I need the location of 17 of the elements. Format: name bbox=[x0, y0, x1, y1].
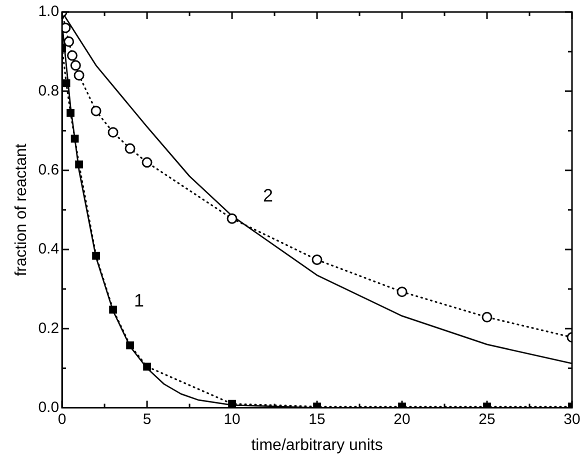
y-tick-label: 0.0 bbox=[38, 398, 60, 416]
x-tick-label: 10 bbox=[224, 410, 240, 428]
y-tick-label: 0.2 bbox=[38, 320, 60, 337]
x-axis-title: time/arbitrary units bbox=[251, 436, 383, 454]
x-tick-label: 5 bbox=[142, 410, 152, 428]
y-tick-label: 0.4 bbox=[38, 240, 60, 258]
y-tick-label: 0.8 bbox=[38, 82, 60, 100]
y-tick-label: 1.0 bbox=[38, 3, 60, 20]
x-tick-label: 25 bbox=[478, 410, 496, 428]
annotation: 2 bbox=[263, 186, 274, 206]
x-tick-label: 30 bbox=[564, 410, 580, 428]
annotation: 1 bbox=[134, 290, 144, 311]
y-tick-label: 0.6 bbox=[38, 161, 60, 178]
x-tick-label: 20 bbox=[394, 410, 410, 428]
x-tick-label: 0 bbox=[58, 410, 66, 428]
x-tick-label: 15 bbox=[308, 410, 326, 428]
y-axis-title: fraction of reactant bbox=[13, 143, 30, 276]
